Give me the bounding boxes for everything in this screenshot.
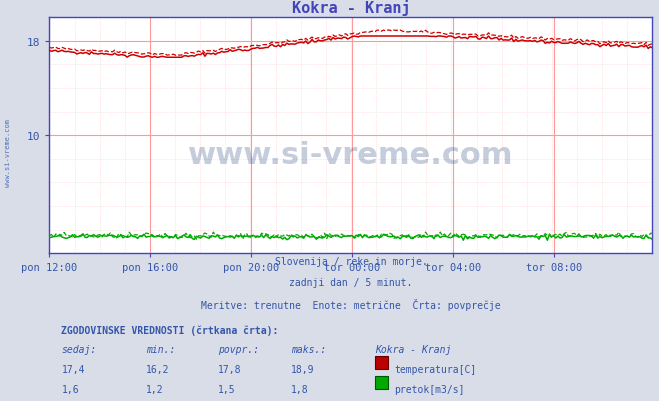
Text: 1,2: 1,2 xyxy=(146,384,163,394)
Text: www.si-vreme.com: www.si-vreme.com xyxy=(188,140,513,169)
Text: pretok[m3/s]: pretok[m3/s] xyxy=(394,384,465,394)
Text: 17,4: 17,4 xyxy=(61,364,85,374)
Text: ZGODOVINSKE VREDNOSTI (črtkana črta):: ZGODOVINSKE VREDNOSTI (črtkana črta): xyxy=(61,324,279,335)
Text: zadnji dan / 5 minut.: zadnji dan / 5 minut. xyxy=(289,277,413,287)
Bar xyxy=(375,356,388,369)
Text: 17,8: 17,8 xyxy=(218,364,242,374)
Text: 1,6: 1,6 xyxy=(61,384,79,394)
Text: www.si-vreme.com: www.si-vreme.com xyxy=(5,118,11,186)
Text: Meritve: trenutne  Enote: metrične  Črta: povprečje: Meritve: trenutne Enote: metrične Črta: … xyxy=(201,298,501,310)
Text: temperatura[C]: temperatura[C] xyxy=(394,364,476,374)
Title: Kokra - Kranj: Kokra - Kranj xyxy=(291,0,411,16)
Text: 1,5: 1,5 xyxy=(218,384,236,394)
Text: min.:: min.: xyxy=(146,344,175,354)
Text: 16,2: 16,2 xyxy=(146,364,169,374)
Text: maks.:: maks.: xyxy=(291,344,326,354)
Text: sedaj:: sedaj: xyxy=(61,344,97,354)
Bar xyxy=(375,376,388,389)
Text: 1,8: 1,8 xyxy=(291,384,308,394)
Text: 18,9: 18,9 xyxy=(291,364,314,374)
Text: Kokra - Kranj: Kokra - Kranj xyxy=(375,344,451,354)
Text: Slovenija / reke in morje.: Slovenija / reke in morje. xyxy=(275,257,427,267)
Text: povpr.:: povpr.: xyxy=(218,344,260,354)
